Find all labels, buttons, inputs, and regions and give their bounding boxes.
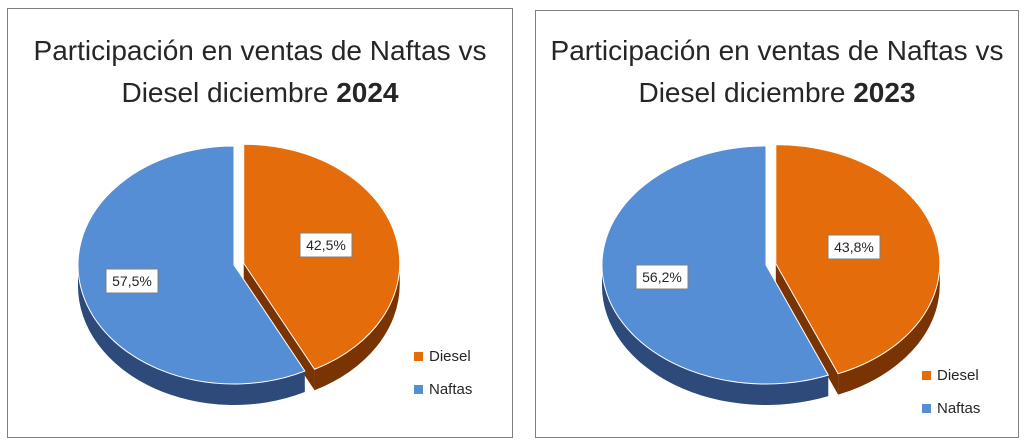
pie-slice-naftas <box>601 145 830 385</box>
pie-side-naftas <box>602 265 829 406</box>
data-label-diesel: 43,8% <box>827 234 881 260</box>
pie-chart-2023: 43,8% 56,2% <box>601 144 941 406</box>
data-label-text: 57,5% <box>112 273 152 289</box>
data-label-text: 42,5% <box>306 237 346 253</box>
legend-item-naftas: Naftas <box>414 379 472 399</box>
pie-cut-face <box>775 263 839 395</box>
legend-item-diesel: Diesel <box>922 365 980 385</box>
pie-side-naftas <box>78 265 305 405</box>
chart-title-line1: Participación en ventas de Naftas vs <box>33 35 487 66</box>
chart-panel-2024: Participación en ventas de Naftas vs Die… <box>7 8 513 438</box>
pie-slice-naftas <box>77 145 306 385</box>
data-label-text: 43,8% <box>834 239 874 255</box>
legend-item-naftas: Naftas <box>922 398 980 418</box>
legend-label: Diesel <box>937 366 979 384</box>
chart-panel-2023: Participación en ventas de Naftas vs Die… <box>535 10 1019 438</box>
data-label-text: 56,2% <box>642 269 682 285</box>
legend-label: Naftas <box>937 399 981 417</box>
pie-chart-2024: 42,5% 57,5% <box>77 143 401 405</box>
chart-title: Participación en ventas de Naftas vs Die… <box>536 30 1018 114</box>
chart-legend: Diesel Naftas <box>922 365 980 431</box>
chart-title: Participación en ventas de Naftas vs Die… <box>8 30 512 114</box>
legend-label: Diesel <box>429 347 471 365</box>
chart-title-year: 2024 <box>336 77 399 108</box>
chart-title-line1: Participación en ventas de Naftas vs <box>550 35 1004 66</box>
legend-label: Naftas <box>429 380 473 398</box>
legend-swatch-diesel <box>922 370 931 380</box>
legend-swatch-naftas <box>414 384 423 394</box>
data-label-naftas: 56,2% <box>635 264 689 290</box>
pie-side-diesel <box>838 263 940 395</box>
legend-swatch-naftas <box>922 403 931 413</box>
legend-item-diesel: Diesel <box>414 346 472 366</box>
data-label-naftas: 57,5% <box>105 268 159 294</box>
data-label-diesel: 42,5% <box>299 232 353 258</box>
chart-title-line2: Diesel diciembre <box>638 77 854 108</box>
pie-side-diesel <box>314 263 400 391</box>
chart-legend: Diesel Naftas <box>414 346 472 412</box>
chart-title-line2: Diesel diciembre <box>121 77 337 108</box>
chart-title-year: 2023 <box>853 77 916 108</box>
legend-swatch-diesel <box>414 351 423 361</box>
